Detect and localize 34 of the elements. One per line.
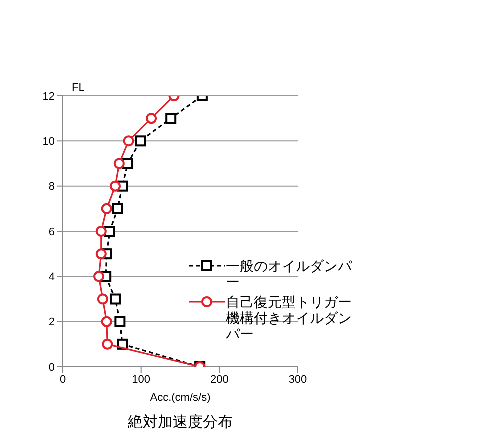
point <box>146 113 158 124</box>
point <box>114 316 126 328</box>
y-tick-label: 12 <box>42 90 55 103</box>
point <box>110 294 121 305</box>
x-tick-label: 200 <box>210 374 229 386</box>
point <box>101 316 112 328</box>
point <box>123 136 134 147</box>
y-tick-label: 2 <box>48 316 55 329</box>
legend-label: 自己復元型トリガー機構付きオイルダンパー <box>226 294 353 342</box>
point <box>97 294 108 305</box>
point <box>104 226 116 237</box>
point <box>96 248 107 260</box>
point <box>96 226 107 237</box>
x-tick-label: 300 <box>288 374 308 386</box>
legend-label: 一般のオイルダンパー <box>226 258 354 290</box>
point <box>112 203 124 214</box>
point <box>102 338 114 350</box>
text: 絶対加速度分布 <box>127 413 234 432</box>
y-axis-title: FL <box>72 82 85 94</box>
y-tick-label: 0 <box>48 362 55 374</box>
y-tick-label: 8 <box>48 181 55 194</box>
y-tick-label: 6 <box>48 226 55 238</box>
y-tick-label: 10 <box>42 136 55 148</box>
point <box>122 158 134 170</box>
point <box>135 136 146 147</box>
point <box>166 113 177 124</box>
x-axis-title: Acc.(cm/s/s) <box>150 392 211 404</box>
point <box>94 271 105 282</box>
x-tick-label: 0 <box>60 374 66 386</box>
y-tick-label: 4 <box>48 272 55 284</box>
point <box>101 203 112 214</box>
point <box>114 158 125 170</box>
point <box>110 180 121 192</box>
x-tick-label: 100 <box>132 374 151 386</box>
